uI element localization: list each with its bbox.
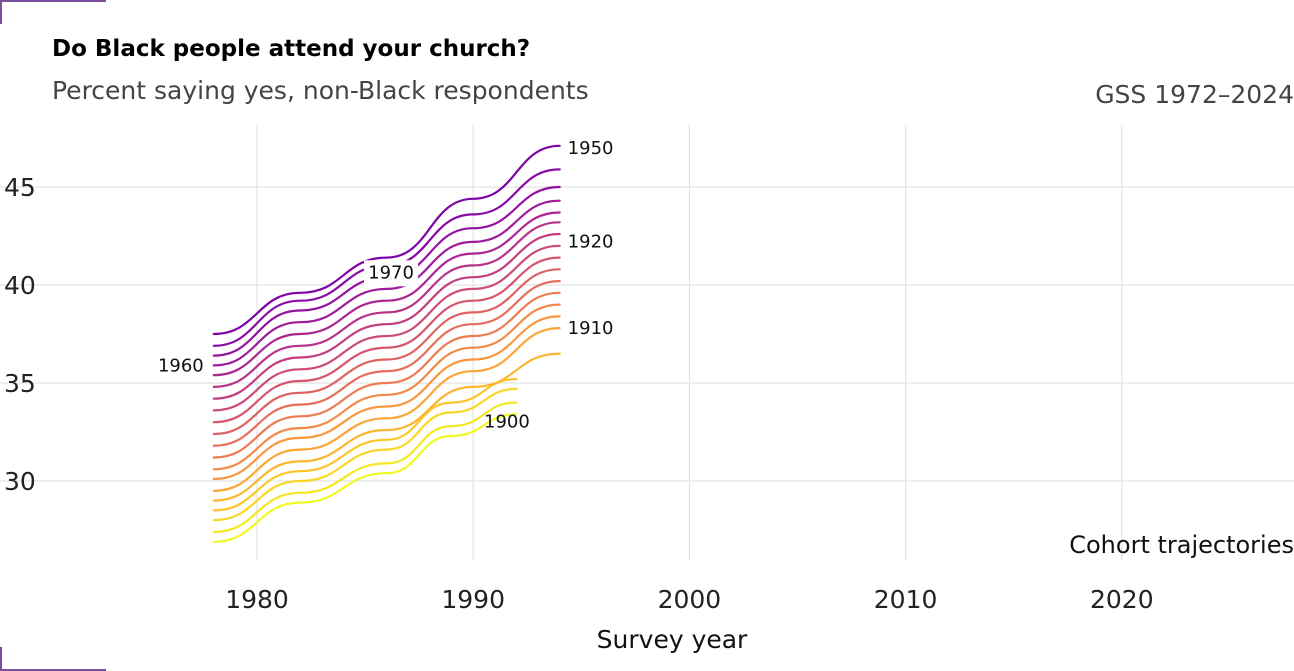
cohort-line-1920 xyxy=(212,256,561,424)
chart-subtitle: Percent saying yes, non-Black respondent… xyxy=(52,76,589,105)
cohort-line-1903 xyxy=(212,401,518,534)
cohort-line-1916 xyxy=(212,291,561,459)
cohort-label-1900: 1900 xyxy=(484,411,530,432)
cohort-line-1926 xyxy=(212,221,561,388)
y-tick-label-35: 35 xyxy=(4,369,36,398)
cohort-line-1914 xyxy=(212,303,561,471)
cohort-line-1919 xyxy=(212,268,561,436)
cohort-label-1970: 1970 xyxy=(368,262,414,283)
cohort-labels: 1900 1910 1920 1950 1960 1970 xyxy=(158,138,614,432)
x-tick-label-1990: 1990 xyxy=(441,585,505,614)
x-tick-label-2010: 2010 xyxy=(874,585,938,614)
cohort-line-1906 xyxy=(212,387,518,522)
cohort-line-1924 xyxy=(212,232,561,400)
x-tick-label-2000: 2000 xyxy=(658,585,722,614)
cohort-line-1930 xyxy=(212,211,561,377)
cohort-line-1918 xyxy=(212,280,561,447)
bottom-left-corner-mark xyxy=(0,647,106,671)
cohort-label-1950: 1950 xyxy=(568,138,614,159)
y-tick-label-30: 30 xyxy=(4,467,36,496)
cohort-label-1920: 1920 xyxy=(568,232,614,253)
top-left-corner-mark xyxy=(0,0,106,24)
cohort-line-1909 xyxy=(212,352,561,502)
cohort-line-1908 xyxy=(212,378,518,512)
cohort-line-1900 xyxy=(212,413,518,543)
cohort-trajectories-annotation: Cohort trajectories xyxy=(1069,531,1294,559)
cohort-line-1912 xyxy=(212,315,561,481)
cohort-lines xyxy=(212,144,561,543)
cohort-label-1970-box xyxy=(364,260,419,287)
cohort-line-1935 xyxy=(212,199,561,367)
x-tick-label-2020: 2020 xyxy=(1090,585,1154,614)
x-axis-ticks: 1980 1990 2000 2010 2020 xyxy=(225,585,1153,614)
x-tick-label-1980: 1980 xyxy=(225,585,289,614)
cohort-line-1910 xyxy=(212,327,561,492)
cohort-label-1910: 1910 xyxy=(568,318,614,339)
grid-lines xyxy=(0,125,1294,560)
y-tick-label-45: 45 xyxy=(4,173,36,202)
cohort-line-1922 xyxy=(212,244,561,412)
x-axis-label: Survey year xyxy=(597,625,748,654)
cohort-label-1960: 1960 xyxy=(158,356,204,377)
chart-title: Do Black people attend your church? xyxy=(52,36,531,62)
cohort-line-1950 xyxy=(212,144,561,336)
y-tick-label-40: 40 xyxy=(4,271,36,300)
y-axis-ticks: 30 35 40 45 xyxy=(4,173,36,496)
chart-caption: GSS 1972–2024 xyxy=(1095,80,1294,109)
